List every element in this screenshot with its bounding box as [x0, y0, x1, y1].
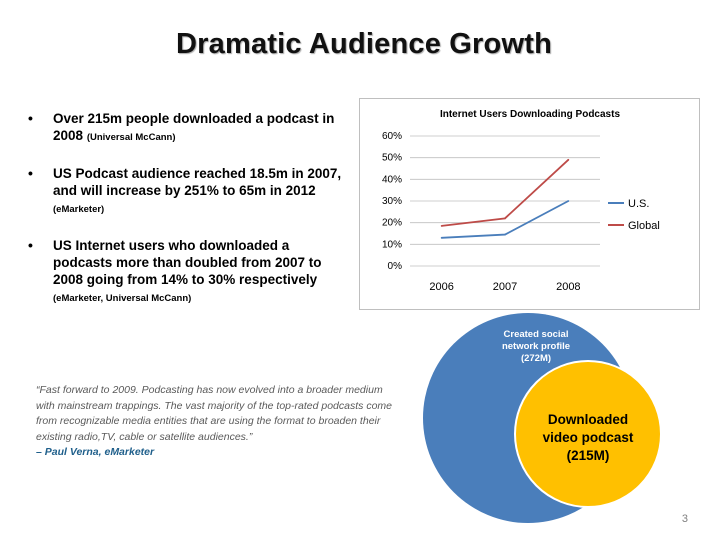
data-point	[440, 225, 443, 227]
bullet-text: US Internet users who downloaded a podca…	[53, 238, 322, 287]
quote-author: – Paul Verna, eMarketer	[36, 446, 155, 458]
y-tick-label: 50%	[382, 153, 402, 164]
y-tick-label: 20%	[382, 218, 402, 229]
data-point	[504, 233, 506, 236]
quote-block: “Fast forward to 2009. Podcasting has no…	[36, 383, 396, 461]
x-tick-label: 2007	[493, 281, 517, 293]
y-tick-label: 30%	[382, 196, 402, 207]
x-tick-label: 2006	[429, 281, 453, 293]
bullet-item: • US Internet users who downloaded a pod…	[24, 237, 344, 307]
y-tick-label: 40%	[382, 174, 402, 185]
bullet-text: Over 215m people downloaded a podcast in…	[53, 111, 335, 143]
slide-title: Dramatic Audience Growth	[176, 28, 552, 60]
y-tick-label: 60%	[382, 131, 402, 142]
legend-label: Global	[628, 220, 660, 232]
bullet-dot: •	[28, 237, 33, 253]
bullet-source: (eMarketer, Universal McCann)	[53, 293, 192, 304]
quote-text: “Fast forward to 2009. Podcasting has no…	[36, 384, 392, 443]
bullet-source: (Universal McCann)	[86, 132, 176, 143]
chart-canvas: Internet Users Downloading Podcasts 0% 10%…	[382, 109, 660, 293]
bullet-source: (eMarketer)	[53, 204, 105, 215]
data-point	[440, 236, 443, 239]
x-tick-label: 2008	[556, 281, 580, 293]
y-tick-label: 10%	[382, 239, 402, 250]
data-point	[567, 200, 570, 202]
venn-inner-circle	[514, 360, 662, 508]
line-chart: Internet Users Downloading Podcasts 0% 10%…	[359, 98, 700, 310]
venn-inner-label: Downloaded video podcast (215M)	[542, 412, 634, 463]
venn-outer-label: Created social network profile (272M)	[501, 329, 571, 364]
page-number: 3	[681, 513, 688, 525]
bullet-dot: •	[28, 110, 33, 126]
bullet-item: • US Podcast audience reached 18.5m in 2…	[24, 165, 344, 218]
bullet-dot: •	[28, 165, 33, 181]
bullet-text: US Podcast audience reached 18.5m in 200…	[53, 166, 342, 198]
y-tick-label: 0%	[388, 261, 403, 272]
bullet-list: • Over 215m people downloaded a podcast …	[24, 110, 344, 326]
data-point	[504, 217, 506, 220]
bullet-item: • Over 215m people downloaded a podcast …	[24, 110, 344, 146]
chart-title: Internet Users Downloading Podcasts	[440, 109, 620, 120]
data-point	[567, 158, 570, 161]
legend-label: U.S.	[628, 198, 649, 210]
